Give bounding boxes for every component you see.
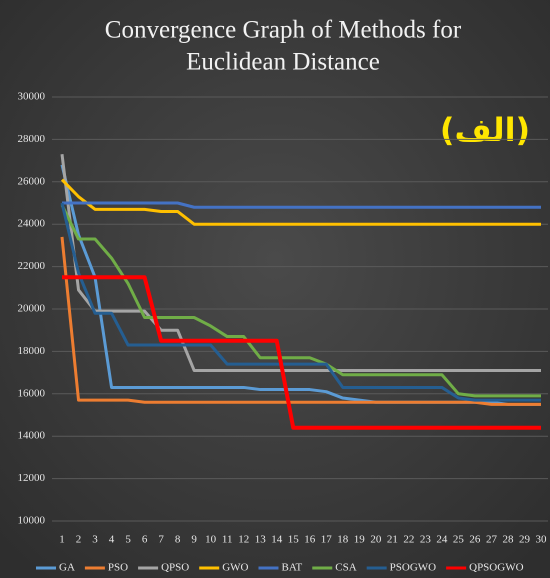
y-tick-label: 16000 [18,387,46,399]
chart-title: Euclidean Distance [186,49,380,76]
x-tick-label: 7 [158,534,164,546]
x-tick-label: 3 [92,534,98,546]
legend-label: PSOGWO [390,562,437,574]
x-tick-label: 25 [453,534,465,546]
series-line [60,178,541,226]
y-tick-label: 24000 [18,218,46,230]
series-line [62,275,541,430]
x-tick-label: 29 [519,534,531,546]
series-line [60,236,541,406]
x-tick-label: 5 [125,534,131,546]
x-tick-label: 20 [370,534,382,546]
x-tick-label: 26 [469,534,481,546]
x-tick-label: 28 [502,534,514,546]
legend-label: GWO [222,562,248,574]
x-tick-label: 27 [486,534,498,546]
series-line [60,204,541,398]
y-tick-label: 26000 [18,175,46,187]
series-line [62,201,541,209]
legend-label: PSO [108,562,128,574]
legend-label: CSA [335,562,356,574]
x-tick-label: 15 [288,534,300,546]
y-tick-label: 28000 [18,133,46,145]
x-tick-label: 14 [271,534,283,546]
x-tick-label: 6 [142,534,148,546]
x-tick-label: 10 [205,534,217,546]
y-tick-label: 14000 [18,430,46,442]
x-tick-label: 13 [255,534,267,546]
x-tick-label: 12 [238,534,249,546]
x-tick-label: 8 [175,534,181,546]
x-tick-label: 18 [337,534,349,546]
x-tick-label: 17 [321,534,333,546]
y-tick-label: 20000 [18,303,46,315]
legend-label: BAT [281,562,302,574]
annotation: (الف) [440,111,530,149]
x-tick-label: 16 [304,534,316,546]
x-tick-label: 4 [109,534,115,546]
x-tick-label: 23 [420,534,432,546]
y-tick-label: 30000 [18,91,46,103]
x-tick-label: 22 [403,534,414,546]
chart-title: Convergence Graph of Methods for [105,17,462,44]
legend-label: QPSO [161,562,189,574]
legend-label: GA [59,562,75,574]
y-tick-label: 18000 [18,345,46,357]
x-tick-label: 11 [222,534,233,546]
x-tick-label: 1 [59,534,65,546]
series-line [60,202,541,402]
x-tick-label: 9 [191,534,197,546]
y-tick-label: 22000 [18,260,46,272]
x-tick-label: 19 [354,534,366,546]
legend-label: QPSOGWO [469,562,523,574]
x-tick-label: 2 [76,534,82,546]
x-tick-label: 30 [536,534,548,546]
x-tick-label: 24 [436,534,448,546]
y-tick-label: 12000 [18,472,46,484]
x-tick-label: 21 [387,534,398,546]
y-tick-label: 10000 [18,515,46,527]
